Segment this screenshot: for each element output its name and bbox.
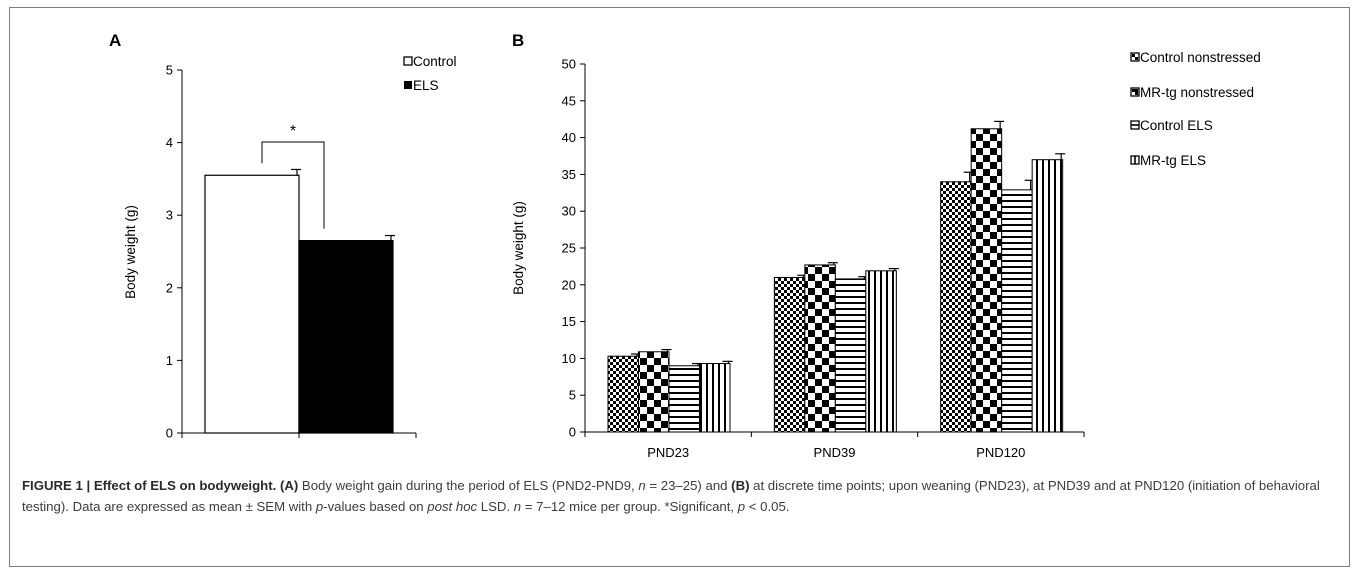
panel-a-significance-label: * bbox=[290, 123, 296, 140]
panel-a-bar-control bbox=[204, 174, 300, 434]
panel-b-bar-control-els-pnd23 bbox=[668, 365, 700, 433]
panel-a-y-tick-label: 0 bbox=[166, 426, 173, 441]
caption-n-italic: n bbox=[638, 478, 646, 493]
panel-a-y-tick-label: 5 bbox=[166, 63, 173, 78]
panel-b-legend-swatch-control-els bbox=[1130, 120, 1140, 130]
panel-b-y-tick-label: 50 bbox=[562, 57, 576, 72]
panel-b-bar-mr-tg-els-pnd120 bbox=[1031, 159, 1064, 433]
panel-a-legend-swatch-control bbox=[403, 56, 413, 66]
panel-b-y-tick-label: 20 bbox=[562, 277, 576, 292]
panel-b-legend-swatch-control-nonstressed-cell-2 bbox=[1135, 57, 1138, 60]
panel-b-bar-control-nonstressed-pnd23 bbox=[607, 355, 639, 433]
panel-b-y-tick-label: 40 bbox=[562, 130, 576, 145]
panel-a-significance-bracket bbox=[261, 141, 325, 229]
panel-a-y-tick-label: 2 bbox=[166, 280, 173, 295]
panel-b-y-tick-label: 25 bbox=[562, 241, 576, 256]
panel-b-legend-label-control-els: Control ELS bbox=[1140, 118, 1213, 133]
caption-part-a-label: (A) bbox=[279, 478, 299, 493]
figure-caption: FIGURE 1 | Effect of ELS on bodyweight. … bbox=[22, 475, 1340, 517]
panel-b-legend-label-mr-tg-nonstressed: MR-tg nonstressed bbox=[1140, 85, 1254, 100]
caption-p-text: -values based on bbox=[323, 499, 428, 514]
caption-part-b-label: (B) bbox=[731, 478, 750, 493]
panel-b-legend-swatch-mr-tg-els bbox=[1130, 155, 1140, 165]
panel-a-y-tick-label: 1 bbox=[166, 353, 173, 368]
panel-b-y-tick-label: 0 bbox=[569, 425, 576, 440]
panel-a-y-tick-label: 3 bbox=[166, 208, 173, 223]
caption-n-value-b: = 7–12 mice per group. *Significant, bbox=[521, 499, 738, 514]
caption-post-hoc: post hoc bbox=[427, 499, 478, 514]
panel-b-x-tick-label-pnd39: PND39 bbox=[814, 445, 856, 460]
panel-b-legend-swatch-mr-tg-nonstressed-cell-2 bbox=[1135, 92, 1138, 95]
caption-lsd-text: LSD. bbox=[477, 499, 514, 514]
panel-b-legend-swatch-control-nonstressed bbox=[1130, 52, 1140, 62]
panel-a-legend-label-els: ELS bbox=[413, 78, 439, 93]
panel-a-legend-swatch-els bbox=[404, 81, 412, 89]
panel-b-y-tick-label: 5 bbox=[569, 388, 576, 403]
panel-a-y-axis-label: Body weight (g) bbox=[123, 205, 138, 299]
panel-a-y-tick-label: 4 bbox=[166, 135, 173, 150]
panel-b-bar-mr-tg-els-pnd23 bbox=[699, 363, 731, 433]
caption-part-b-text: at discrete time points; upon weaning (P… bbox=[22, 478, 1320, 514]
caption-p-italic: p bbox=[315, 499, 324, 514]
panel-b-y-tick-label: 35 bbox=[562, 167, 576, 182]
panel-b-bar-control-els-pnd39 bbox=[834, 278, 867, 433]
panel-a-bar-els bbox=[298, 240, 394, 434]
panel-b-bar-control-nonstressed-pnd120 bbox=[940, 181, 972, 433]
panel-b-x-tick-label-pnd23: PND23 bbox=[647, 445, 689, 460]
caption-part-a-text: Body weight gain during the period of EL… bbox=[298, 478, 639, 493]
panel-b-bar-control-els-pnd120 bbox=[1001, 189, 1033, 433]
panel-b-bar-control-nonstressed-pnd39 bbox=[773, 276, 806, 433]
caption-p-italic-2: p bbox=[737, 499, 746, 514]
panel-b-legend-label-control-nonstressed: Control nonstressed bbox=[1140, 50, 1261, 65]
caption-label: FIGURE 1 | Effect of ELS on bodyweight. bbox=[22, 478, 277, 493]
panel-a-chart: 0 1 2 3 4 5 Body weight (g) * Control ELS bbox=[123, 54, 457, 441]
panel-b-y-tick-label: 15 bbox=[562, 314, 576, 329]
panel-b-chart: 0 5 10 15 20 25 30 35 40 45 50 Body weight (g) PND23… bbox=[511, 50, 1261, 460]
panel-b-x-tick-label-pnd120: PND120 bbox=[976, 445, 1025, 460]
panel-b-bar-mr-tg-nonstressed-pnd39 bbox=[804, 264, 836, 433]
panel-b-bar-mr-tg-els-pnd39 bbox=[865, 270, 897, 433]
caption-n-italic-2: n bbox=[513, 499, 522, 514]
panel-b-legend-swatch-mr-tg-nonstressed-cell-3 bbox=[1135, 89, 1138, 92]
panel-b-y-axis-label: Body weight (g) bbox=[511, 201, 526, 295]
caption-p-threshold: < 0.05. bbox=[745, 499, 790, 514]
panel-b-y-tick-label: 10 bbox=[562, 351, 576, 366]
caption-n-value-a: = 23–25) and bbox=[645, 478, 732, 493]
panel-a-legend-label-control: Control bbox=[413, 54, 457, 69]
panel-b-bar-mr-tg-nonstressed-pnd120 bbox=[970, 128, 1003, 433]
panel-b-legend-swatch-mr-tg-nonstressed bbox=[1130, 87, 1140, 97]
panel-b-y-tick-label: 30 bbox=[562, 204, 576, 219]
panel-b-label: B bbox=[512, 31, 524, 50]
panel-b-legend-label-mr-tg-els: MR-tg ELS bbox=[1140, 153, 1206, 168]
panel-b-bar-mr-tg-nonstressed-pnd23 bbox=[638, 351, 670, 433]
panel-a-label: A bbox=[109, 31, 121, 50]
panel-b-legend-swatch-control-nonstressed-cell-1 bbox=[1132, 54, 1135, 57]
panel-b-y-tick-label: 45 bbox=[562, 93, 576, 108]
panel-b-legend-swatch-mr-tg-nonstressed-cell-1 bbox=[1132, 89, 1135, 92]
